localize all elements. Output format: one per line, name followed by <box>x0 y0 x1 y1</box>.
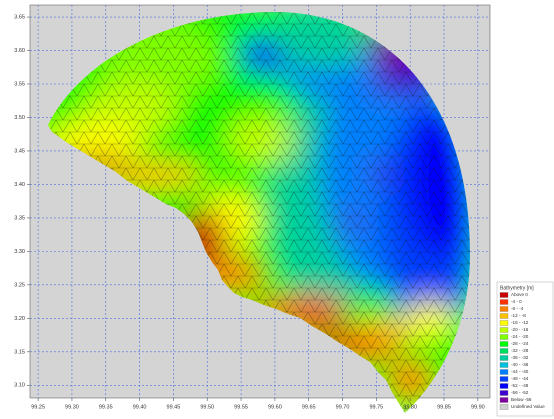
legend-label: -20 - -16 <box>511 327 529 332</box>
y-tick-label: 3.30 <box>14 249 25 255</box>
legend-swatch <box>500 349 508 354</box>
legend-swatch <box>500 405 508 410</box>
legend-swatch <box>500 356 508 361</box>
legend-label: -36 - -32 <box>511 355 529 360</box>
legend-swatch <box>500 328 508 333</box>
legend-swatch <box>500 300 508 305</box>
legend-swatch <box>500 391 508 396</box>
y-tick-label: 3.65 <box>14 15 25 21</box>
y-tick-label: 3.35 <box>14 215 25 221</box>
x-tick-label: 99.80 <box>403 404 417 410</box>
y-tick-label: 3.20 <box>14 316 25 322</box>
legend-title: Bathymetry [m] <box>500 285 534 291</box>
legend-label: -48 - -44 <box>511 376 529 381</box>
legend-label: -40 - -36 <box>511 362 529 367</box>
legend-label: -4 - 0 <box>511 299 522 304</box>
x-tick-label: 99.90 <box>471 404 485 410</box>
y-tick-label: 3.55 <box>14 81 25 87</box>
legend-label: -28 - -24 <box>511 341 529 346</box>
y-tick-label: 3.10 <box>14 383 25 389</box>
x-tick-label: 99.70 <box>336 404 350 410</box>
x-tick-label: 99.25 <box>31 404 45 410</box>
legend-label: -8 - -4 <box>511 306 524 311</box>
map: 99.25 99.30 99.35 99.40 99.45 99.50 99.55 99.60… <box>0 0 554 419</box>
legend-label: Above 0 <box>511 292 528 297</box>
x-tick-label: 99.40 <box>133 404 147 410</box>
legend-swatch <box>500 321 508 326</box>
legend-swatch <box>500 307 508 312</box>
legend-swatch <box>500 377 508 382</box>
legend-swatch <box>500 370 508 375</box>
legend-swatch <box>500 363 508 368</box>
x-tick-label: 99.50 <box>200 404 214 410</box>
legend-swatch <box>500 314 508 319</box>
x-tick-label: 99.65 <box>302 404 316 410</box>
legend-swatch <box>500 398 508 403</box>
legend-label: Below -56 <box>511 397 532 402</box>
legend-label: -52 - -48 <box>511 383 529 388</box>
x-tick-label: 99.30 <box>65 404 79 410</box>
y-tick-label: 3.50 <box>14 115 25 121</box>
legend-swatch <box>500 293 508 298</box>
x-tick-label: 99.35 <box>99 404 113 410</box>
y-tick-label: 3.15 <box>14 349 25 355</box>
legend-label: -44 - -40 <box>511 369 529 374</box>
legend-swatch <box>500 335 508 340</box>
legend-label: -56 - -52 <box>511 390 529 395</box>
x-tick-label: 99.55 <box>234 404 248 410</box>
x-tick-label: 99.85 <box>437 404 451 410</box>
y-tick-label: 3.25 <box>14 282 25 288</box>
y-tick-label: 3.40 <box>14 182 25 188</box>
legend-label: -16 - -12 <box>511 320 529 325</box>
x-tick-label: 99.75 <box>369 404 383 410</box>
x-tick-label: 99.60 <box>268 404 282 410</box>
legend-swatch <box>500 342 508 347</box>
y-tick-label: 3.45 <box>14 148 25 154</box>
legend-label: -32 - -28 <box>511 348 529 353</box>
legend-label: -12 - -8 <box>511 313 526 318</box>
legend-swatch <box>500 384 508 389</box>
x-tick-label: 99.45 <box>167 404 181 410</box>
legend-label: -24 - -20 <box>511 334 529 339</box>
y-tick-label: 3.60 <box>14 48 25 54</box>
legend-label: Undefined Value <box>511 404 545 409</box>
